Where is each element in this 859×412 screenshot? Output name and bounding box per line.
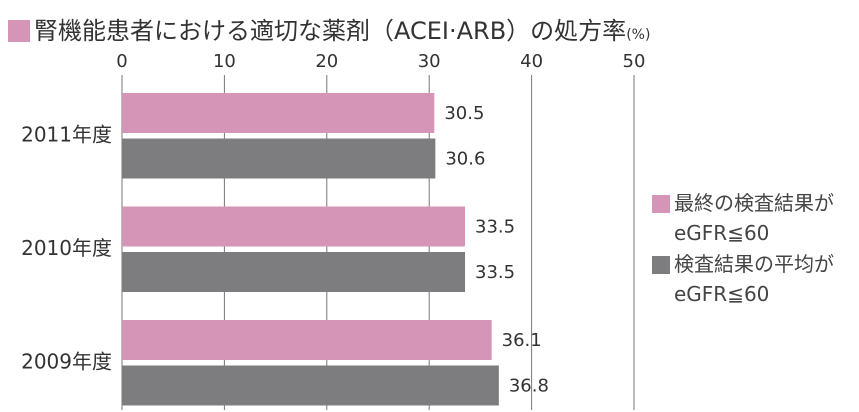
x-tick-label: 40 [520, 51, 543, 72]
legend-item: 最終の検査結果がeGFR≦60 [652, 188, 842, 248]
title-marker [8, 20, 30, 42]
legend-label: 最終の検査結果がeGFR≦60 [674, 191, 834, 245]
x-tick-label: 50 [623, 51, 646, 72]
chart-title: 腎機能患者における適切な薬剤（ACEI·ARB）の処方率(%) [34, 17, 650, 45]
x-tick-label: 0 [116, 51, 127, 72]
legend-item: 検査結果の平均がeGFR≦60 [652, 249, 842, 309]
title-unit: (%) [626, 27, 650, 43]
y-tick-label: 2010年度 [21, 236, 112, 260]
bar [122, 93, 435, 133]
bar [122, 138, 436, 179]
title-text: 腎機能患者における適切な薬剤（ACEI·ARB）の処方率 [34, 17, 626, 45]
bar [122, 252, 466, 292]
value-label: 33.5 [475, 217, 515, 238]
legend-label: 検査結果の平均がeGFR≦60 [674, 252, 834, 306]
legend-swatch [652, 195, 670, 213]
value-label: 36.8 [509, 376, 549, 397]
x-tick-label: 30 [418, 51, 441, 72]
legend-swatch [652, 256, 670, 274]
value-label: 30.5 [444, 103, 484, 124]
x-tick-label: 10 [213, 51, 236, 72]
bar [122, 320, 492, 360]
value-label: 36.1 [502, 330, 542, 351]
bar [122, 206, 466, 247]
value-label: 33.5 [475, 262, 515, 283]
legend: 最終の検査結果がeGFR≦60 検査結果の平均がeGFR≦60 [652, 188, 842, 310]
x-tick-label: 20 [315, 51, 338, 72]
bar [122, 365, 499, 406]
y-tick-label: 2011年度 [21, 123, 112, 147]
value-label: 30.6 [445, 149, 485, 170]
y-tick-label: 2009年度 [21, 350, 112, 374]
